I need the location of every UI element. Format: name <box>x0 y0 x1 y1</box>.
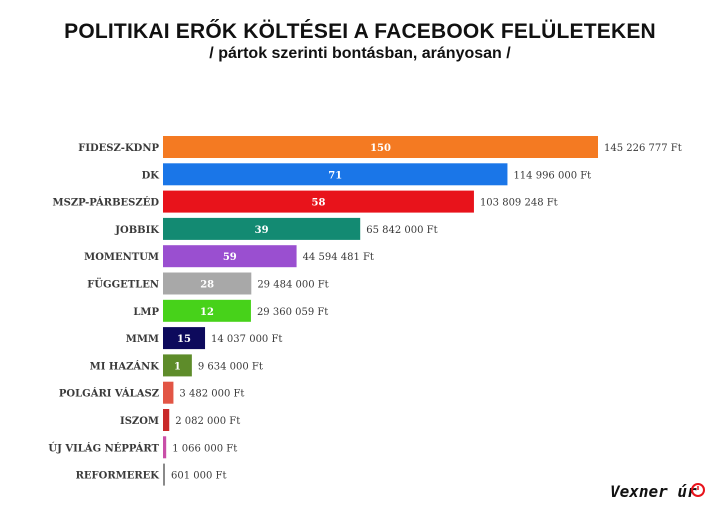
bar <box>163 436 167 459</box>
value-label: 9 634 000 Ft <box>198 361 263 372</box>
bar <box>163 136 598 158</box>
bar-group-9: POLGÁRI VÁLASZ 3 482 000 Ft <box>59 381 244 404</box>
bar <box>163 245 297 268</box>
category-label: ÚJ VILÁG NÉPPÁRT <box>48 442 159 454</box>
category-label: FIDESZ-KDNP <box>78 143 159 154</box>
bar-group-8: MI HAZÁNK 1 9 634 000 Ft <box>90 354 263 377</box>
value-label: 2 082 000 Ft <box>175 416 240 427</box>
value-label: 1 066 000 Ft <box>172 443 237 454</box>
category-label: FÜGGETLEN <box>87 278 159 291</box>
category-label: MSZP-PÁRBESZÉD <box>53 197 160 209</box>
bar-count-label: 15 <box>177 334 191 345</box>
signature-clock-icon <box>691 483 705 497</box>
value-label: 601 000 Ft <box>171 471 227 482</box>
value-label: 103 809 248 Ft <box>480 198 558 209</box>
bar <box>163 163 508 186</box>
category-label: REFORMEREK <box>76 471 160 482</box>
chart-subtitle: / pártok szerinti bontásban, arányosan / <box>209 45 511 62</box>
bar <box>163 299 251 322</box>
bar-group-3: JOBBIK 39 65 842 000 Ft <box>114 217 438 240</box>
bar-group-1: DK 71 114 996 000 Ft <box>142 163 591 186</box>
bar-count-label: 58 <box>312 198 326 209</box>
value-label: 65 842 000 Ft <box>366 225 437 236</box>
bar-group-11: ÚJ VILÁG NÉPPÁRT 1 066 000 Ft <box>48 436 237 459</box>
bar-group-4: MOMENTUM 59 44 594 481 Ft <box>84 245 374 268</box>
bar-count-label: 150 <box>370 143 391 154</box>
bar-count-label: 39 <box>255 225 269 236</box>
category-label: MMM <box>126 334 159 345</box>
bar-group-2: MSZP-PÁRBESZÉD 58 103 809 248 Ft <box>53 190 558 213</box>
bar <box>163 272 252 295</box>
bar-group-5: FÜGGETLEN 28 29 484 000 Ft <box>87 272 329 295</box>
bar-count-label: 12 <box>200 307 214 318</box>
value-label: 145 226 777 Ft <box>604 143 682 154</box>
chart-title: POLITIKAI ERŐK KÖLTÉSEI A FACEBOOK FELÜL… <box>64 20 656 43</box>
value-label: 14 037 000 Ft <box>211 334 282 345</box>
bar-group-10: ISZOM 2 082 000 Ft <box>120 409 240 431</box>
bar <box>163 217 361 240</box>
bar-group-12: REFORMEREK 601 000 Ft <box>76 463 227 486</box>
category-label: JOBBIK <box>114 225 159 236</box>
category-label: DK <box>142 170 160 181</box>
category-label: ISZOM <box>120 416 159 427</box>
bar-count-label: 1 <box>174 361 181 372</box>
category-label: MOMENTUM <box>84 252 159 263</box>
signature-text: Vexner úr <box>610 482 697 501</box>
category-label: MI HAZÁNK <box>90 360 160 372</box>
value-label: 114 996 000 Ft <box>513 170 591 181</box>
bar <box>163 190 474 213</box>
author-signature: Vexner úr <box>610 482 705 501</box>
value-label: 3 482 000 Ft <box>179 389 244 400</box>
bar <box>163 409 170 431</box>
bar-group-6: LMP 12 29 360 059 Ft <box>133 299 328 322</box>
category-label: POLGÁRI VÁLASZ <box>59 388 159 400</box>
bar-group-7: MMM 15 14 037 000 Ft <box>126 327 282 350</box>
bar-group-0: FIDESZ-KDNP 150 145 226 777 Ft <box>78 136 682 158</box>
bars-layer: FIDESZ-KDNP 150 145 226 777 Ft DK 71 114 996 … <box>48 136 682 486</box>
category-label: LMP <box>133 307 159 318</box>
value-label: 29 360 059 Ft <box>257 307 328 318</box>
bar-count-label: 28 <box>200 280 214 291</box>
bar <box>163 327 206 350</box>
bar-count-label: 71 <box>328 170 342 181</box>
bar-count-label: 59 <box>223 252 237 263</box>
value-label: 29 484 000 Ft <box>257 280 328 291</box>
value-label: 44 594 481 Ft <box>303 252 374 263</box>
bar <box>163 354 192 377</box>
bar <box>163 381 174 404</box>
bar <box>163 463 165 486</box>
